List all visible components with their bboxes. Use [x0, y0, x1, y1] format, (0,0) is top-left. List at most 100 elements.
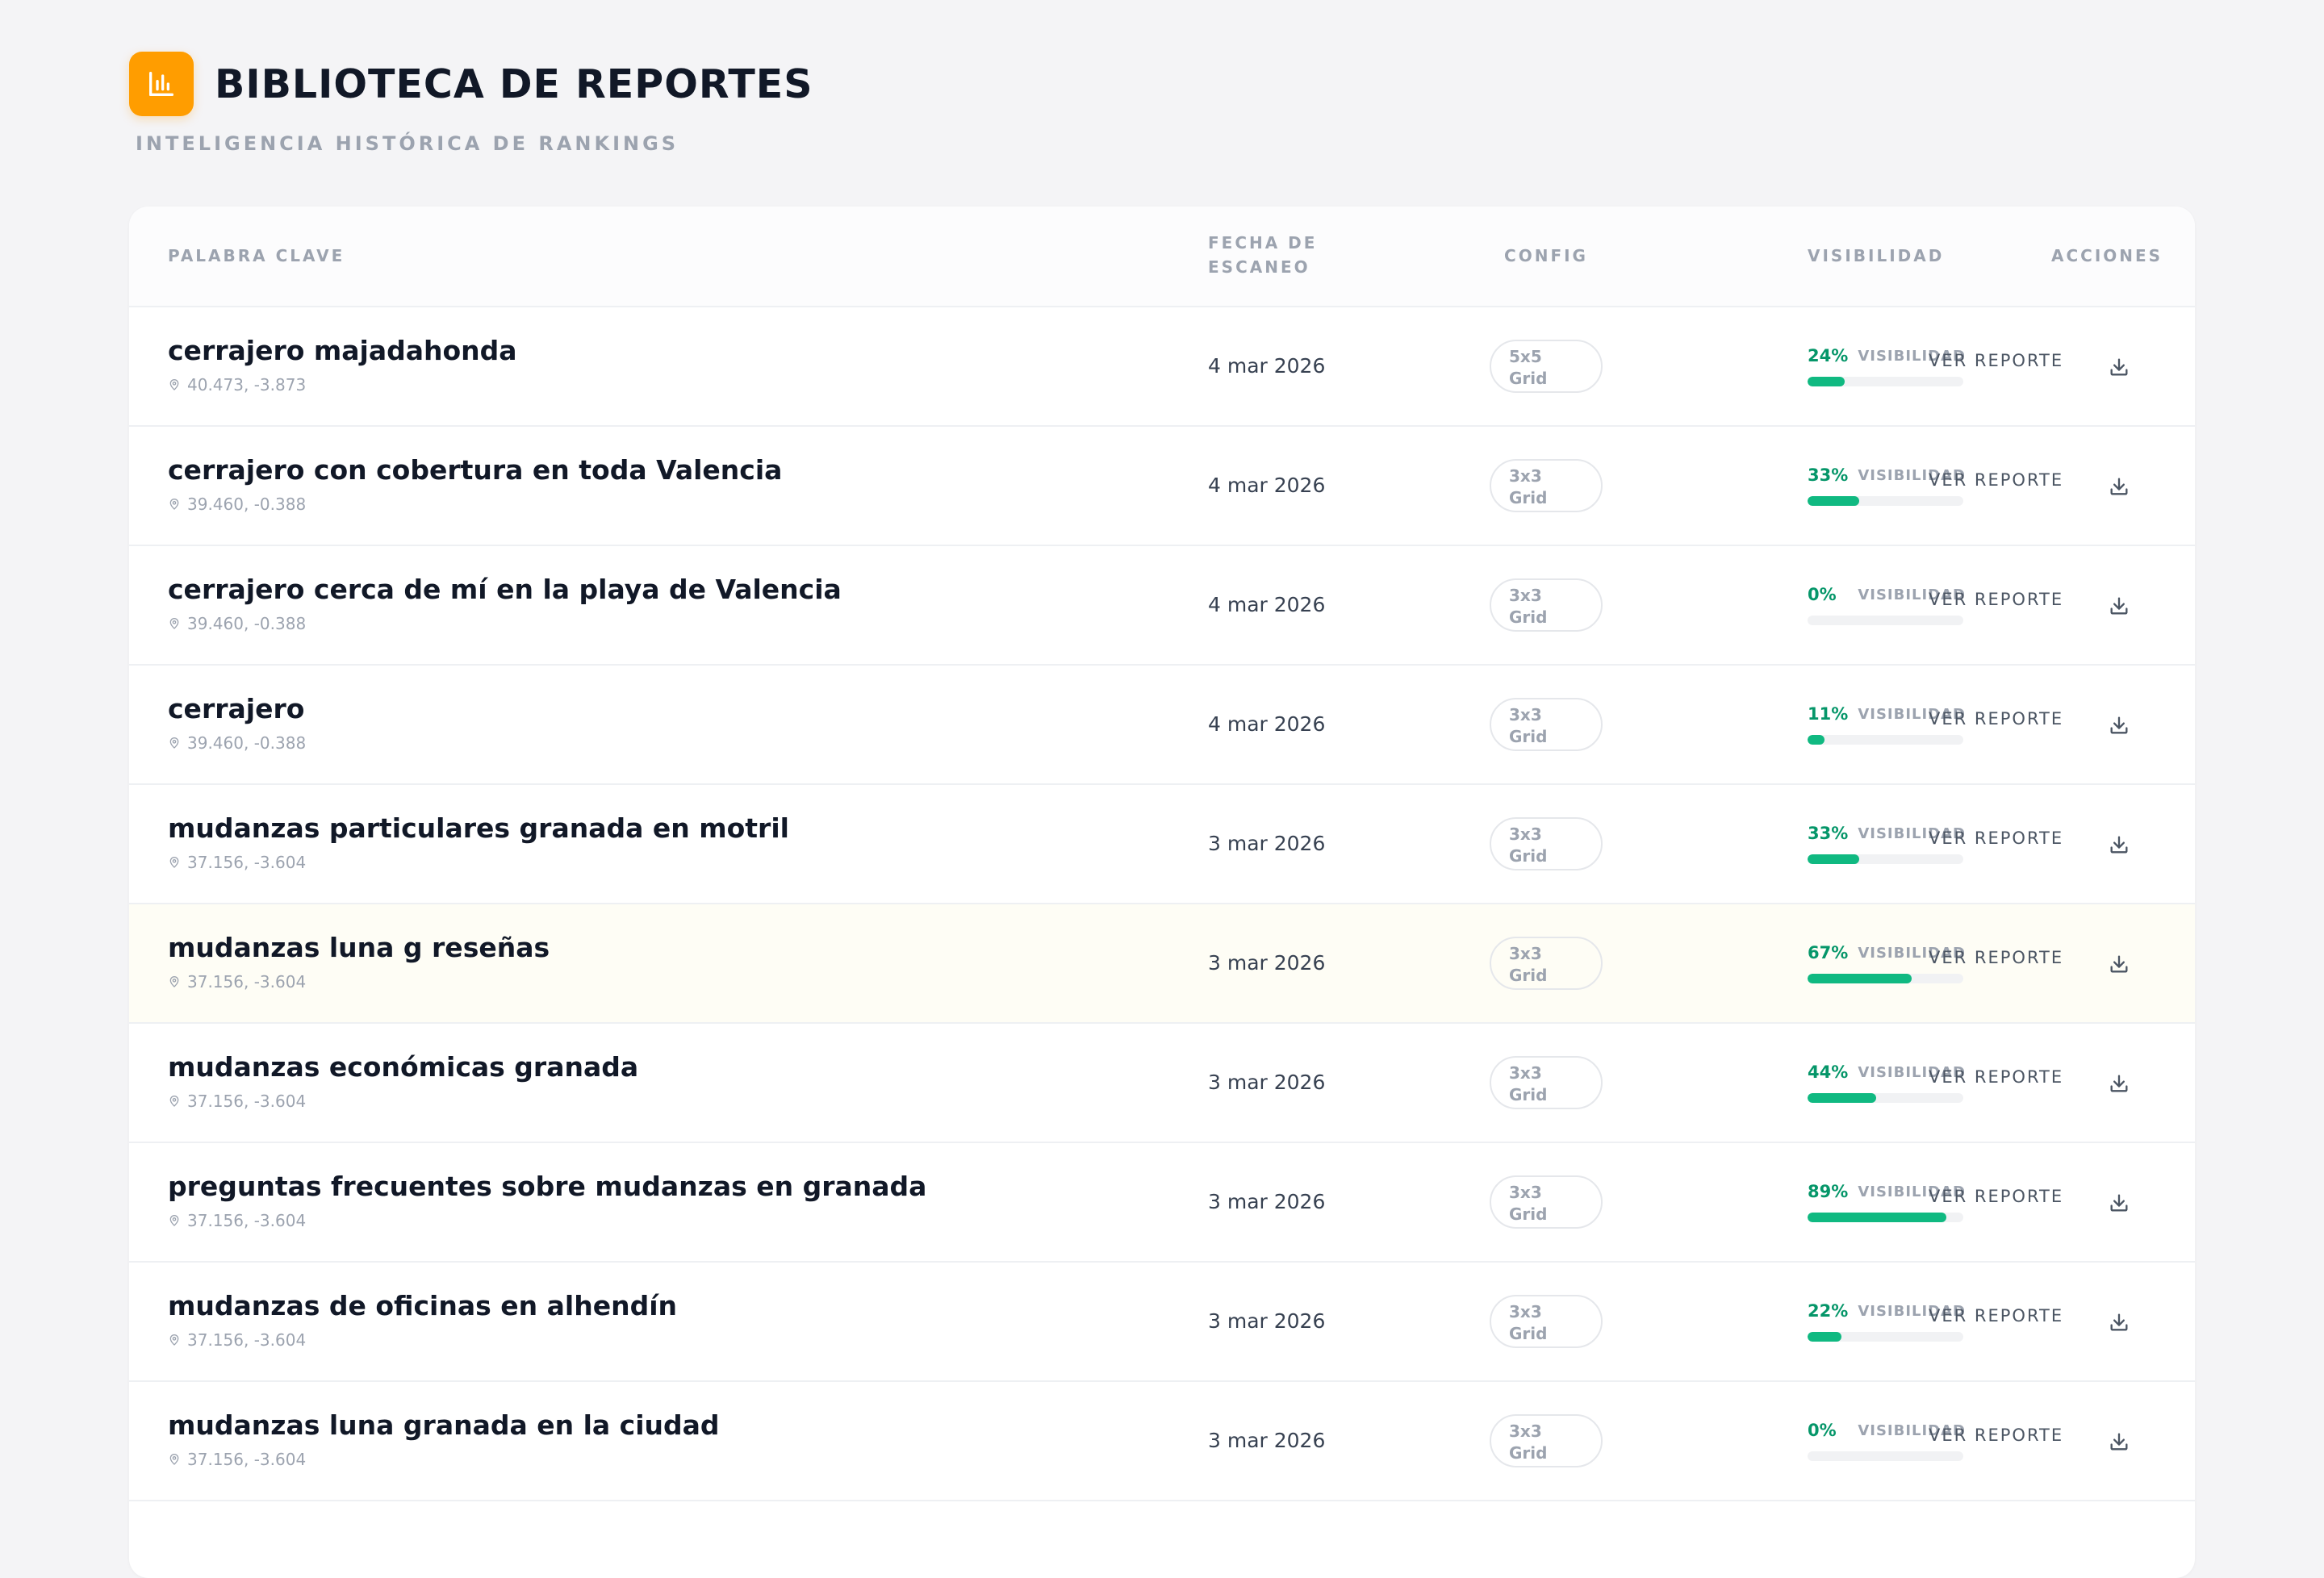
table-row[interactable]: cerrajero 39.460, -0.388 4 mar 2026 3x3 Grid…: [129, 666, 2195, 785]
grid-size: 3x3: [1509, 1183, 1542, 1202]
coordinates: 40.473, -3.873: [168, 375, 306, 394]
column-visibility: VISIBILIDAD: [1808, 246, 1945, 265]
grid-config-badge: 3x3 Grid: [1490, 459, 1603, 512]
view-report-link[interactable]: VER REPORTE: [1929, 590, 2064, 609]
visibility-bar: [1808, 496, 1963, 506]
coordinates-text: 37.156, -3.604: [187, 1330, 307, 1350]
table-header: PALABRA CLAVE FECHA DE ESCANEO CONFIG VI…: [129, 207, 2195, 307]
location-pin-icon: [168, 1333, 187, 1347]
download-icon[interactable]: [2105, 1069, 2134, 1098]
coordinates: 37.156, -3.604: [168, 1330, 306, 1350]
visibility-percent: 44%: [1808, 1062, 1849, 1082]
view-report-link[interactable]: VER REPORTE: [1929, 1067, 2064, 1087]
coordinates: 37.156, -3.604: [168, 972, 306, 991]
download-icon[interactable]: [2105, 1427, 2134, 1456]
keyword-text: mudanzas luna g reseñas: [168, 932, 550, 963]
view-report-link[interactable]: VER REPORTE: [1929, 1306, 2064, 1325]
visibility-percent: 0%: [1808, 1421, 1837, 1440]
grid-config-badge: 3x3 Grid: [1490, 1414, 1603, 1467]
download-icon[interactable]: [2105, 353, 2134, 382]
visibility-bar: [1808, 616, 1963, 625]
keyword-text: mudanzas de oficinas en alhendín: [168, 1290, 677, 1321]
visibility-bar: [1808, 1093, 1963, 1103]
download-icon[interactable]: [2105, 1188, 2134, 1217]
table-row[interactable]: mudanzas luna g reseñas 37.156, -3.604 3 m…: [129, 904, 2195, 1024]
table-row[interactable]: mudanzas particulares granada en motril 3…: [129, 785, 2195, 904]
visibility-label: VISIBILIDAD: [1858, 824, 1966, 842]
coordinates: 39.460, -0.388: [168, 614, 306, 633]
grid-config-badge: 5x5 Grid: [1490, 340, 1603, 393]
grid-size: 3x3: [1509, 466, 1542, 486]
keyword-text: cerrajero majadahonda: [168, 335, 517, 366]
grid-size: 3x3: [1509, 1302, 1542, 1321]
visibility-meter: 89% VISIBILIDAD: [1808, 1182, 1966, 1222]
location-pin-icon: [168, 1213, 187, 1228]
view-report-link[interactable]: VER REPORTE: [1929, 948, 2064, 967]
grid-label: Grid: [1509, 1324, 1548, 1343]
column-config: CONFIG: [1504, 246, 1588, 265]
coordinates: 37.156, -3.604: [168, 853, 306, 872]
scan-date: 4 mar 2026: [1208, 593, 1326, 616]
bar-chart-icon: [129, 52, 194, 116]
coordinates-text: 37.156, -3.604: [187, 853, 307, 872]
visibility-bar: [1808, 1451, 1963, 1461]
location-pin-icon: [168, 378, 187, 392]
table-row[interactable]: mudanzas luna granada en la ciudad 37.156…: [129, 1382, 2195, 1501]
scan-date: 3 mar 2026: [1208, 832, 1326, 855]
visibility-meter: 11% VISIBILIDAD: [1808, 704, 1966, 745]
coordinates: 37.156, -3.604: [168, 1092, 306, 1111]
download-icon[interactable]: [2105, 472, 2134, 501]
location-pin-icon: [168, 855, 187, 870]
visibility-label: VISIBILIDAD: [1858, 1063, 1966, 1081]
download-icon[interactable]: [2105, 950, 2134, 979]
visibility-label: VISIBILIDAD: [1858, 466, 1966, 484]
view-report-link[interactable]: VER REPORTE: [1929, 1426, 2064, 1445]
table-row[interactable]: cerrajero cerca de mí en la playa de Val…: [129, 546, 2195, 666]
download-icon[interactable]: [2105, 711, 2134, 740]
view-report-link[interactable]: VER REPORTE: [1929, 351, 2064, 370]
table-row[interactable]: cerrajero majadahonda 40.473, -3.873 4 mar…: [129, 307, 2195, 427]
visibility-label: VISIBILIDAD: [1858, 1421, 1966, 1439]
visibility-bar: [1808, 377, 1963, 386]
keyword-text: preguntas frecuentes sobre mudanzas en g…: [168, 1171, 927, 1202]
location-pin-icon: [168, 497, 187, 511]
download-icon[interactable]: [2105, 591, 2134, 620]
grid-config-badge: 3x3 Grid: [1490, 937, 1603, 990]
keyword-text: cerrajero: [168, 693, 305, 724]
visibility-bar: [1808, 854, 1963, 864]
page-title: BIBLIOTECA DE REPORTES: [215, 61, 813, 107]
keyword-text: cerrajero cerca de mí en la playa de Val…: [168, 574, 842, 605]
table-row[interactable]: preguntas frecuentes sobre mudanzas en g…: [129, 1143, 2195, 1263]
grid-size: 3x3: [1509, 1063, 1542, 1083]
scan-date: 4 mar 2026: [1208, 474, 1326, 497]
visibility-bar-fill: [1808, 1093, 1876, 1103]
grid-label: Grid: [1509, 966, 1548, 985]
download-icon[interactable]: [2105, 1308, 2134, 1337]
keyword-text: mudanzas particulares granada en motril: [168, 812, 789, 844]
visibility-meter: 44% VISIBILIDAD: [1808, 1062, 1966, 1103]
page: BIBLIOTECA DE REPORTES INTELIGENCIA HIST…: [129, 52, 2195, 1578]
grid-size: 5x5: [1509, 347, 1542, 366]
view-report-link[interactable]: VER REPORTE: [1929, 829, 2064, 848]
scan-date: 4 mar 2026: [1208, 712, 1326, 736]
column-date: FECHA DE ESCANEO: [1208, 233, 1318, 277]
view-report-link[interactable]: VER REPORTE: [1929, 470, 2064, 490]
visibility-bar: [1808, 735, 1963, 745]
visibility-label: VISIBILIDAD: [1858, 705, 1966, 723]
view-report-link[interactable]: VER REPORTE: [1929, 1187, 2064, 1206]
download-icon[interactable]: [2105, 830, 2134, 859]
coordinates-text: 39.460, -0.388: [187, 733, 307, 753]
view-report-link[interactable]: VER REPORTE: [1929, 709, 2064, 728]
table-row[interactable]: mudanzas de oficinas en alhendín 37.156, …: [129, 1263, 2195, 1382]
visibility-bar: [1808, 974, 1963, 983]
visibility-meter: 22% VISIBILIDAD: [1808, 1301, 1966, 1342]
visibility-meter: 33% VISIBILIDAD: [1808, 465, 1966, 506]
visibility-percent: 0%: [1808, 585, 1837, 604]
table-row[interactable]: mudanzas económicas granada 37.156, -3.60…: [129, 1024, 2195, 1143]
location-pin-icon: [168, 736, 187, 750]
coordinates: 37.156, -3.604: [168, 1211, 306, 1230]
scan-date: 3 mar 2026: [1208, 1429, 1326, 1452]
table-row[interactable]: cerrajero con cobertura en toda Valencia…: [129, 427, 2195, 546]
grid-label: Grid: [1509, 488, 1548, 507]
coordinates-text: 40.473, -3.873: [187, 375, 307, 394]
